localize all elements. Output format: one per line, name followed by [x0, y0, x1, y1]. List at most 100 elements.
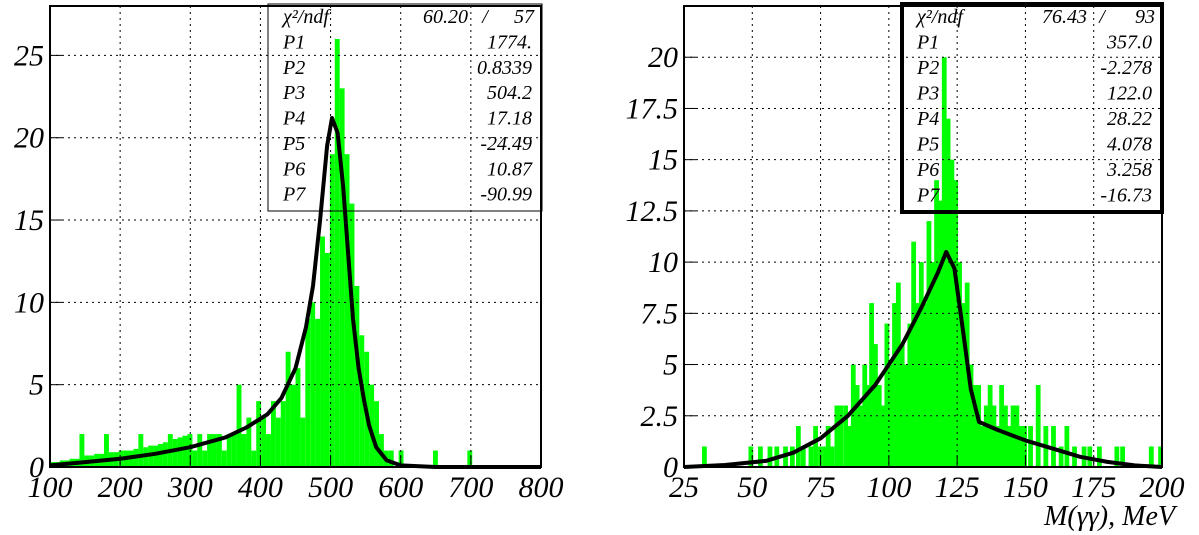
axes: 100 200 300 400 500 600 700 800 0 5 10 15 20 25 [14, 39, 564, 504]
y-tick-label: 7.5 [641, 297, 679, 330]
param-name: P6 [916, 159, 939, 181]
histogram-bin [378, 434, 384, 467]
histogram-bin [241, 434, 247, 467]
histogram-bin [226, 434, 232, 467]
y-tick-label: 12.5 [626, 195, 679, 228]
param-name: P4 [916, 108, 939, 130]
param-value: 3.258 [1106, 159, 1152, 181]
histogram-bin [789, 446, 795, 467]
histogram-bin [1120, 446, 1125, 467]
histogram-bin [158, 443, 163, 467]
histogram-bin [892, 303, 897, 467]
histogram-bin [907, 323, 913, 467]
y-tick-label: 10 [14, 286, 44, 319]
x-tick-label: 25 [669, 471, 699, 504]
histogram-bin [945, 118, 951, 467]
histogram-bin [1096, 446, 1102, 467]
histogram-bin [177, 437, 183, 467]
histogram-bin [1064, 426, 1070, 467]
ndf-value: 57 [514, 6, 535, 28]
histogram-bin [876, 385, 882, 467]
histogram-bin [795, 426, 801, 467]
histogram-bin [212, 434, 217, 467]
histogram-bin [880, 405, 886, 467]
x-tick-label: 75 [806, 471, 836, 504]
x-axis-title: M(γγ), MeV [1043, 501, 1178, 532]
histogram-bin [344, 154, 350, 467]
histogram-bin [1028, 426, 1033, 467]
y-tick-label: 25 [14, 39, 44, 72]
param-value: -16.73 [1100, 185, 1152, 207]
histogram-bin [854, 385, 860, 467]
histogram-bin [1051, 426, 1056, 467]
grid [50, 6, 541, 467]
param-value: 357.0 [1106, 32, 1152, 54]
stats-box-frame [267, 3, 543, 212]
chi2-label: χ²/ndf [281, 6, 331, 28]
histogram-bin [767, 446, 773, 467]
histogram-bin [953, 180, 959, 467]
param-name: P2 [916, 57, 939, 79]
x-tick-label: 500 [308, 471, 353, 504]
param-name: P1 [282, 31, 305, 53]
histogram-bin [315, 318, 321, 467]
histogram-bin [207, 434, 213, 467]
histogram-bin [968, 364, 974, 467]
histogram-bin [895, 282, 901, 467]
histogram-bin [1114, 446, 1120, 467]
histogram-bin [374, 401, 379, 467]
histogram-bin [320, 236, 325, 467]
histogram-bin [983, 405, 989, 467]
histogram-bin [79, 434, 85, 467]
histogram-bin [1158, 446, 1163, 467]
histogram-bin [295, 368, 301, 467]
histogram-bin [1018, 426, 1024, 467]
histogram-bin [467, 450, 473, 467]
histogram-bin [957, 262, 962, 467]
histogram-bin [1022, 426, 1027, 467]
param-name: P3 [916, 83, 939, 105]
histogram-bin [104, 434, 109, 467]
histogram-bin [846, 426, 852, 467]
chi2-separator: / [481, 6, 490, 28]
fit-curve [683, 249, 1163, 469]
histogram-bin [246, 417, 252, 467]
histogram-bin [825, 426, 831, 467]
histogram-bin [305, 318, 311, 467]
histogram-bin [972, 385, 978, 467]
fit-stats-box: χ²/ndf 76.43 / 93 P1 357.0 P2 -2.278 P3 122.0 P4 28… [900, 2, 1164, 214]
param-value: 0.8339 [477, 57, 532, 79]
histogram-bin [300, 417, 306, 467]
histogram-bin [339, 88, 345, 468]
histogram-panel-1: 100 200 300 400 500 600 700 800 0 5 10 15 20 25 χ²/ndf… [14, 3, 564, 504]
param-value: 1774. [487, 31, 532, 53]
histogram-bin [324, 252, 330, 467]
y-tick-label: 5 [29, 369, 44, 402]
histogram-bin [800, 446, 806, 467]
chi2-value: 60.20 [423, 6, 468, 28]
histogram-bin [808, 446, 814, 467]
x-tick-label: 125 [935, 471, 980, 504]
histogram-bin [995, 426, 1001, 467]
histogram-bin [1058, 446, 1064, 467]
histogram-bars [50, 38, 473, 468]
histogram-bin [182, 435, 188, 467]
histogram-bin [216, 434, 222, 467]
param-name: P3 [282, 82, 305, 104]
histogram-bin [999, 385, 1004, 467]
param-name: P7 [916, 185, 940, 207]
chi2-value: 76.43 [1042, 6, 1087, 28]
fit-curve [49, 116, 541, 469]
histogram-bin [329, 154, 335, 467]
x-tick-label: 150 [1003, 471, 1048, 504]
histogram-bin [1035, 385, 1041, 467]
histogram-bin [960, 303, 966, 467]
histogram-bin [261, 417, 267, 467]
param-value: -24.49 [480, 133, 532, 155]
histogram-bin [884, 323, 890, 467]
histogram-bin [334, 38, 340, 468]
x-tick-label: 200 [98, 471, 143, 504]
histogram-bin [903, 364, 909, 467]
histogram-bin [976, 385, 982, 467]
